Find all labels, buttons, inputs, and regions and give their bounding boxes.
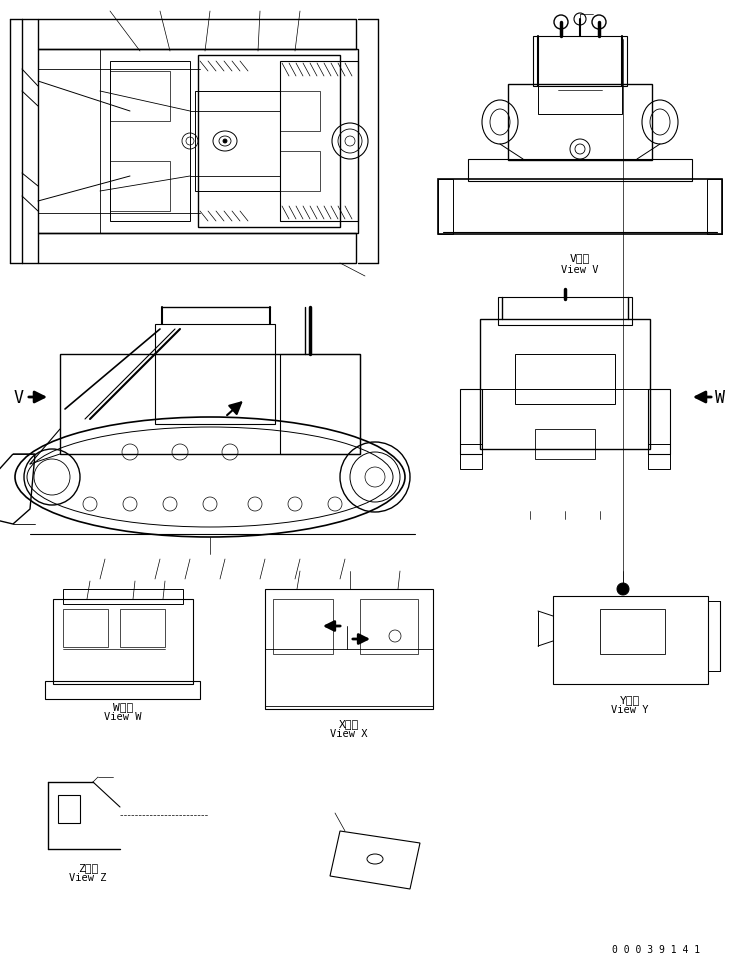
Bar [707,180,722,234]
Ellipse shape [345,136,355,147]
Bar [280,152,320,192]
Bar [265,589,433,709]
Bar [110,161,170,211]
Text: View Y: View Y [611,704,649,714]
Text: W　視: W 視 [113,702,133,711]
Bar [280,62,358,222]
Bar [538,85,622,115]
Bar [195,92,280,192]
Bar [508,85,652,160]
Bar [648,445,670,470]
Bar [280,92,320,132]
Bar [535,430,595,459]
Bar [60,355,360,455]
Text: 0 0 0 3 9 1 4 1: 0 0 0 3 9 1 4 1 [612,944,700,954]
Bar [63,589,183,604]
Bar [110,62,190,222]
Bar [533,37,627,86]
Bar [438,180,453,234]
Bar [63,609,108,648]
Ellipse shape [617,583,629,596]
Text: View W: View W [104,711,142,722]
Bar [460,389,482,455]
Ellipse shape [365,467,385,487]
Bar [38,20,356,50]
Ellipse shape [223,140,227,144]
Bar [648,389,670,455]
Bar [498,298,632,326]
Text: View X: View X [330,728,368,738]
Bar [600,609,665,654]
Text: View V: View V [562,264,599,275]
Text: X　視: X 視 [339,718,359,728]
Bar [553,597,708,684]
Bar [110,72,170,122]
Bar [45,681,200,700]
Text: Y　視: Y 視 [620,694,640,704]
Bar [120,609,165,648]
Bar [38,50,358,234]
Bar [468,160,692,182]
Bar [38,234,356,263]
Bar [58,795,80,824]
Bar [460,445,482,470]
Text: Z　視: Z 視 [78,862,98,872]
Text: V: V [14,388,24,407]
Text: V　視: V 視 [570,253,590,262]
Bar [515,355,615,405]
Text: W: W [715,388,725,407]
Bar [480,320,650,450]
Bar [273,600,333,654]
Text: View Z: View Z [69,872,107,882]
Bar [53,600,193,684]
Bar [280,355,360,455]
Bar [360,600,418,654]
Bar [198,56,340,228]
Bar [155,325,275,425]
Bar [438,180,722,234]
